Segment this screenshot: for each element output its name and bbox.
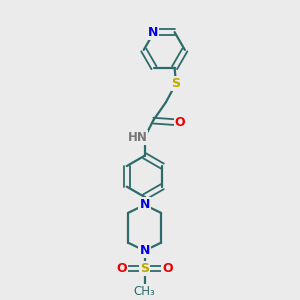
Text: S: S [140, 262, 149, 275]
Text: CH₃: CH₃ [134, 285, 155, 298]
Text: O: O [162, 262, 173, 275]
Text: N: N [147, 26, 158, 39]
Text: HN: HN [128, 131, 147, 144]
Text: N: N [140, 198, 150, 212]
Text: S: S [172, 77, 181, 90]
Text: O: O [175, 116, 185, 129]
Text: O: O [116, 262, 127, 275]
Text: N: N [140, 244, 150, 257]
